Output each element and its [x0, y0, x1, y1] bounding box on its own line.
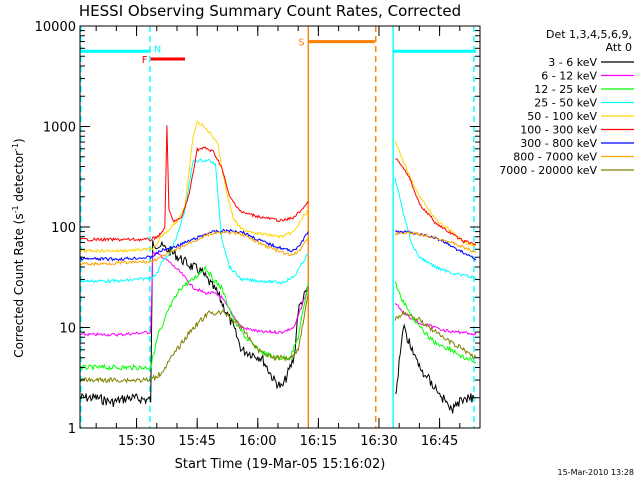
y-axis-label-exp2: -1: [11, 143, 20, 151]
chart-title: HESSI Observing Summary Count Rates, Cor…: [79, 2, 461, 20]
legend-header-line-2: Att 0: [606, 41, 632, 54]
series-after-line-7: [394, 230, 477, 261]
x-axis-label: Start Time (19-Mar-05 15:16:02): [175, 457, 386, 472]
series-line-4: [79, 158, 309, 285]
legend-header-line-1: Det 1,3,4,5,6,9,: [546, 28, 632, 41]
y-axis-label-end: ): [12, 138, 26, 143]
x-tick-label: 16:30: [360, 434, 397, 449]
y-axis-label-exp1: -1: [11, 205, 20, 213]
series-line-7: [79, 228, 309, 262]
plot-area: NF S: [79, 26, 477, 428]
x-tick-label: 16:45: [421, 434, 458, 449]
legend-label-7: 300 - 800 keV: [520, 137, 597, 150]
series-after-line-1: [395, 323, 477, 414]
series-line-1: [79, 240, 309, 407]
legend-label-3: 12 - 25 keV: [534, 83, 597, 96]
y-tick-label: 1: [68, 422, 76, 437]
series-line-6: [79, 125, 309, 243]
axes: 1 10 100 1000 10000 15:30 15:45 16:00 16:15 16:30…: [35, 20, 481, 449]
series-after-line-5: [394, 140, 477, 247]
series-after-line-6: [395, 158, 477, 246]
y-axis-label: Corrected Count Rate (s-1 detector-1): [11, 138, 26, 357]
y-tick-label: 1000: [43, 121, 76, 136]
series-line-8: [79, 230, 309, 267]
y-tick-label: 10: [59, 322, 76, 337]
x-tick-label: 16:15: [300, 434, 337, 449]
flag-label-s: S: [298, 38, 304, 49]
series-line-5: [79, 120, 309, 254]
legend-label-2: 6 - 12 keV: [541, 70, 597, 83]
y-axis-label-main: Corrected Count Rate (s: [12, 213, 26, 357]
legend-label-4: 25 - 50 keV: [534, 97, 597, 110]
series-after-line-9: [394, 310, 477, 360]
legend-label-8: 800 - 7000 keV: [513, 151, 597, 164]
y-tick-label: 100: [51, 221, 76, 236]
y-tick-label: 10000: [35, 20, 76, 35]
legend-label-1: 3 - 6 keV: [548, 56, 597, 69]
series-after-line-3: [394, 281, 477, 364]
series-line-9: [79, 293, 309, 384]
legend-label-5: 50 - 100 keV: [527, 110, 597, 123]
series-after-line-8: [394, 230, 477, 254]
x-tick-label: 15:30: [118, 434, 155, 449]
footer-timestamp: 15-Mar-2010 13:28: [558, 468, 635, 477]
series-after-line-4: [394, 177, 477, 280]
legend-label-9: 7000 - 20000 keV: [499, 164, 597, 177]
x-tick-label: 15:45: [178, 434, 215, 449]
x-tick-label: 16:00: [239, 434, 276, 449]
flag-label-f: F: [142, 55, 148, 66]
flag-label-n: N: [154, 44, 161, 55]
legend-label-6: 100 - 300 keV: [520, 124, 597, 137]
series-line-2: [79, 251, 309, 337]
y-axis-label-mid: detector: [12, 151, 26, 206]
